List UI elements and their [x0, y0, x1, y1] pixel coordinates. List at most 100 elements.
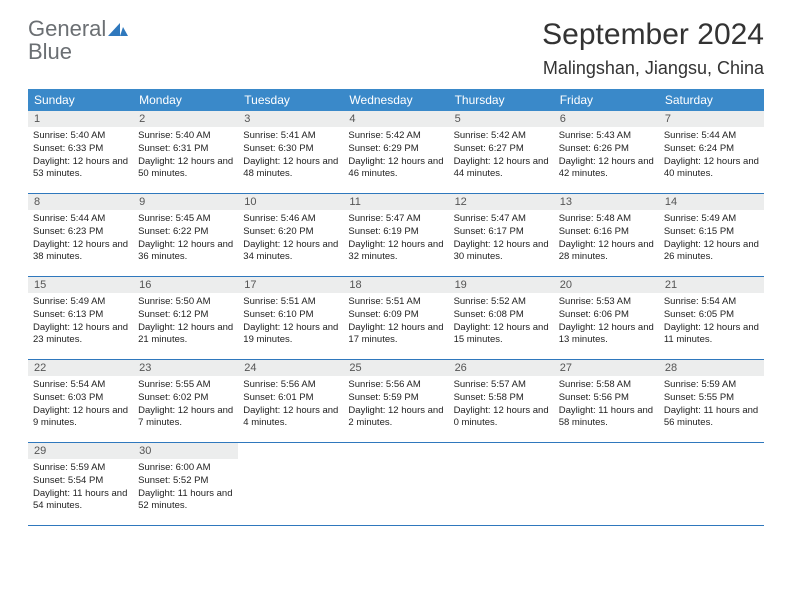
calendar-header-cell: Tuesday	[238, 89, 343, 111]
calendar-day-cell: 10Sunrise: 5:46 AMSunset: 6:20 PMDayligh…	[238, 194, 343, 276]
calendar-week-row: 29Sunrise: 5:59 AMSunset: 5:54 PMDayligh…	[28, 443, 764, 526]
sunset-line: Sunset: 6:23 PM	[33, 226, 128, 239]
day-details: Sunrise: 5:44 AMSunset: 6:23 PMDaylight:…	[28, 210, 133, 269]
calendar-header-cell: Saturday	[659, 89, 764, 111]
calendar-week-row: 22Sunrise: 5:54 AMSunset: 6:03 PMDayligh…	[28, 360, 764, 443]
sunset-line: Sunset: 6:19 PM	[348, 226, 443, 239]
calendar-day-cell: 12Sunrise: 5:47 AMSunset: 6:17 PMDayligh…	[449, 194, 554, 276]
calendar-day-cell: 21Sunrise: 5:54 AMSunset: 6:05 PMDayligh…	[659, 277, 764, 359]
daylight-line: Daylight: 12 hours and 32 minutes.	[348, 239, 443, 265]
day-details: Sunrise: 5:40 AMSunset: 6:33 PMDaylight:…	[28, 127, 133, 186]
day-number: 12	[449, 194, 554, 210]
day-number: 1	[28, 111, 133, 127]
sunrise-line: Sunrise: 5:55 AM	[138, 379, 233, 392]
sunrise-line: Sunrise: 5:40 AM	[138, 130, 233, 143]
day-number: 6	[554, 111, 659, 127]
day-number: 15	[28, 277, 133, 293]
sunset-line: Sunset: 6:12 PM	[138, 309, 233, 322]
sunset-line: Sunset: 6:06 PM	[559, 309, 654, 322]
sunrise-line: Sunrise: 5:57 AM	[454, 379, 549, 392]
sunrise-line: Sunrise: 5:49 AM	[664, 213, 759, 226]
day-details: Sunrise: 5:49 AMSunset: 6:13 PMDaylight:…	[28, 293, 133, 352]
daylight-line: Daylight: 12 hours and 48 minutes.	[243, 156, 338, 182]
sunrise-line: Sunrise: 5:59 AM	[33, 462, 128, 475]
sunrise-line: Sunrise: 5:46 AM	[243, 213, 338, 226]
day-details: Sunrise: 5:54 AMSunset: 6:03 PMDaylight:…	[28, 376, 133, 435]
sunrise-line: Sunrise: 5:45 AM	[138, 213, 233, 226]
sunset-line: Sunset: 6:10 PM	[243, 309, 338, 322]
day-number: 13	[554, 194, 659, 210]
calendar-day-cell: 22Sunrise: 5:54 AMSunset: 6:03 PMDayligh…	[28, 360, 133, 442]
day-details: Sunrise: 5:54 AMSunset: 6:05 PMDaylight:…	[659, 293, 764, 352]
sunrise-line: Sunrise: 5:53 AM	[559, 296, 654, 309]
sunset-line: Sunset: 6:26 PM	[559, 143, 654, 156]
sunset-line: Sunset: 6:33 PM	[33, 143, 128, 156]
daylight-line: Daylight: 12 hours and 28 minutes.	[559, 239, 654, 265]
sunrise-line: Sunrise: 6:00 AM	[138, 462, 233, 475]
sunrise-line: Sunrise: 5:50 AM	[138, 296, 233, 309]
day-details: Sunrise: 5:42 AMSunset: 6:29 PMDaylight:…	[343, 127, 448, 186]
daylight-line: Daylight: 12 hours and 19 minutes.	[243, 322, 338, 348]
sunset-line: Sunset: 6:01 PM	[243, 392, 338, 405]
sunrise-line: Sunrise: 5:44 AM	[664, 130, 759, 143]
calendar-day-cell: 9Sunrise: 5:45 AMSunset: 6:22 PMDaylight…	[133, 194, 238, 276]
sunset-line: Sunset: 6:29 PM	[348, 143, 443, 156]
daylight-line: Daylight: 12 hours and 40 minutes.	[664, 156, 759, 182]
calendar-header-cell: Friday	[554, 89, 659, 111]
sunset-line: Sunset: 5:56 PM	[559, 392, 654, 405]
day-number: 24	[238, 360, 343, 376]
calendar-day-cell: 29Sunrise: 5:59 AMSunset: 5:54 PMDayligh…	[28, 443, 133, 525]
sunset-line: Sunset: 6:08 PM	[454, 309, 549, 322]
sunrise-line: Sunrise: 5:51 AM	[348, 296, 443, 309]
daylight-line: Daylight: 12 hours and 26 minutes.	[664, 239, 759, 265]
day-details: Sunrise: 5:50 AMSunset: 6:12 PMDaylight:…	[133, 293, 238, 352]
sunset-line: Sunset: 5:58 PM	[454, 392, 549, 405]
day-details: Sunrise: 5:44 AMSunset: 6:24 PMDaylight:…	[659, 127, 764, 186]
sunset-line: Sunset: 6:13 PM	[33, 309, 128, 322]
daylight-line: Daylight: 11 hours and 52 minutes.	[138, 488, 233, 514]
calendar-day-cell: 27Sunrise: 5:58 AMSunset: 5:56 PMDayligh…	[554, 360, 659, 442]
day-details: Sunrise: 5:47 AMSunset: 6:17 PMDaylight:…	[449, 210, 554, 269]
calendar-day-cell: 17Sunrise: 5:51 AMSunset: 6:10 PMDayligh…	[238, 277, 343, 359]
sunset-line: Sunset: 5:54 PM	[33, 475, 128, 488]
day-number: 9	[133, 194, 238, 210]
day-number: 10	[238, 194, 343, 210]
sunset-line: Sunset: 6:17 PM	[454, 226, 549, 239]
day-details: Sunrise: 5:42 AMSunset: 6:27 PMDaylight:…	[449, 127, 554, 186]
calendar-day-cell: 8Sunrise: 5:44 AMSunset: 6:23 PMDaylight…	[28, 194, 133, 276]
sunset-line: Sunset: 6:22 PM	[138, 226, 233, 239]
calendar-day-cell: 28Sunrise: 5:59 AMSunset: 5:55 PMDayligh…	[659, 360, 764, 442]
calendar-day-cell: 6Sunrise: 5:43 AMSunset: 6:26 PMDaylight…	[554, 111, 659, 193]
calendar-header-cell: Wednesday	[343, 89, 448, 111]
daylight-line: Daylight: 12 hours and 4 minutes.	[243, 405, 338, 431]
sunrise-line: Sunrise: 5:49 AM	[33, 296, 128, 309]
day-details: Sunrise: 5:59 AMSunset: 5:54 PMDaylight:…	[28, 459, 133, 518]
daylight-line: Daylight: 11 hours and 54 minutes.	[33, 488, 128, 514]
calendar-day-cell: 1Sunrise: 5:40 AMSunset: 6:33 PMDaylight…	[28, 111, 133, 193]
day-details: Sunrise: 5:52 AMSunset: 6:08 PMDaylight:…	[449, 293, 554, 352]
daylight-line: Daylight: 12 hours and 53 minutes.	[33, 156, 128, 182]
day-details: Sunrise: 5:49 AMSunset: 6:15 PMDaylight:…	[659, 210, 764, 269]
day-details: Sunrise: 5:46 AMSunset: 6:20 PMDaylight:…	[238, 210, 343, 269]
calendar-day-cell: 7Sunrise: 5:44 AMSunset: 6:24 PMDaylight…	[659, 111, 764, 193]
day-details: Sunrise: 5:51 AMSunset: 6:09 PMDaylight:…	[343, 293, 448, 352]
day-details: Sunrise: 5:53 AMSunset: 6:06 PMDaylight:…	[554, 293, 659, 352]
day-number: 21	[659, 277, 764, 293]
day-number: 25	[343, 360, 448, 376]
calendar-day-cell: 16Sunrise: 5:50 AMSunset: 6:12 PMDayligh…	[133, 277, 238, 359]
day-number: 27	[554, 360, 659, 376]
day-number: 4	[343, 111, 448, 127]
daylight-line: Daylight: 12 hours and 13 minutes.	[559, 322, 654, 348]
day-number: 18	[343, 277, 448, 293]
sunrise-line: Sunrise: 5:54 AM	[33, 379, 128, 392]
brand-name-2: Blue	[28, 39, 72, 64]
sunset-line: Sunset: 6:03 PM	[33, 392, 128, 405]
sunrise-line: Sunrise: 5:56 AM	[348, 379, 443, 392]
sunset-line: Sunset: 6:02 PM	[138, 392, 233, 405]
sunrise-line: Sunrise: 5:40 AM	[33, 130, 128, 143]
daylight-line: Daylight: 12 hours and 42 minutes.	[559, 156, 654, 182]
day-number: 16	[133, 277, 238, 293]
day-number: 23	[133, 360, 238, 376]
daylight-line: Daylight: 12 hours and 0 minutes.	[454, 405, 549, 431]
day-number: 30	[133, 443, 238, 459]
